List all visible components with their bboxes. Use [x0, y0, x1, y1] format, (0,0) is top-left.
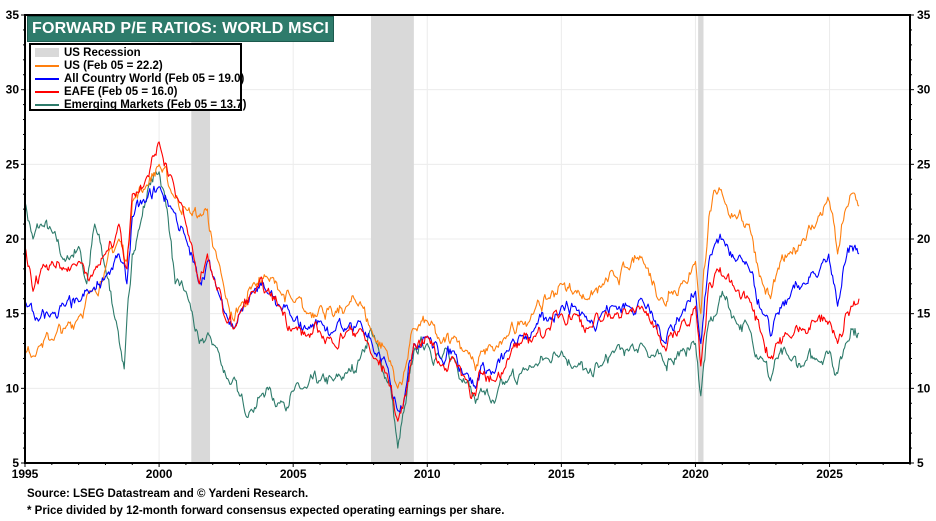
recession-band: [191, 15, 211, 463]
source-note: Source: LSEG Datastream and © Yardeni Re…: [27, 488, 309, 500]
em-line-swatch: [35, 103, 59, 106]
x-tick-label: 2005: [280, 467, 307, 481]
recession-band: [698, 15, 704, 463]
y-tick-label-right: 20: [917, 232, 931, 246]
chart-title: FORWARD P/E RATIOS: WORLD MSCI: [27, 16, 334, 42]
legend-label: Emerging Markets (Feb 05 = 13.7): [64, 98, 247, 111]
x-tick-label: 1995: [12, 467, 39, 481]
y-tick-label-left: 25: [6, 157, 20, 171]
y-tick-label-right: 5: [917, 456, 924, 470]
y-tick-label-left: 20: [6, 232, 20, 246]
legend-label: US (Feb 05 = 22.2): [64, 59, 163, 72]
legend-item-eafe: EAFE (Feb 05 = 16.0): [35, 85, 236, 98]
series-line-us: [24, 163, 860, 389]
y-tick-label-right: 25: [917, 157, 931, 171]
legend: US Recession US (Feb 05 = 22.2) All Coun…: [29, 43, 246, 111]
legend-item-recession: US Recession: [35, 46, 236, 59]
recession-swatch: [35, 48, 59, 57]
us-line-swatch: [35, 64, 59, 67]
y-tick-label-right: 10: [917, 381, 931, 395]
x-tick-label: 2010: [414, 467, 441, 481]
y-tick-label-left: 30: [6, 83, 20, 97]
series-line-all-country-world: [24, 185, 860, 413]
y-tick-label-right: 35: [917, 8, 931, 22]
legend-label: US Recession: [64, 46, 141, 59]
y-axis-left: 5 10 15 20 25 30 35: [6, 8, 25, 470]
y-tick-label-left: 10: [6, 381, 20, 395]
y-tick-label-right: 30: [917, 83, 931, 97]
x-tick-label: 2000: [146, 467, 173, 481]
series-lines: [24, 141, 860, 449]
acwi-line-swatch: [35, 77, 59, 80]
legend-item-acwi: All Country World (Feb 05 = 19.0): [35, 72, 244, 85]
y-tick-label-left: 35: [6, 8, 20, 22]
legend-item-em: Emerging Markets (Feb 05 = 13.7): [35, 98, 246, 111]
y-axis-right: 5 10 15 20 25 30 35: [910, 8, 931, 470]
y-tick-label-left: 5: [12, 456, 19, 470]
eafe-line-swatch: [35, 90, 59, 93]
footnote: * Price divided by 12-month forward cons…: [27, 505, 505, 517]
y-tick-label-left: 15: [6, 307, 20, 321]
y-tick-label-right: 15: [917, 307, 931, 321]
legend-label: All Country World (Feb 05 = 19.0): [64, 72, 245, 85]
x-tick-label: 2020: [682, 467, 709, 481]
series-line-eafe: [24, 141, 860, 422]
x-tick-label: 2025: [816, 467, 843, 481]
x-tick-label: 2015: [548, 467, 575, 481]
x-axis: 1995 2000 2005 2010 2015 2020 2025: [12, 463, 911, 481]
series-line-emerging-markets: [24, 171, 860, 449]
legend-label: EAFE (Feb 05 = 16.0): [64, 85, 178, 98]
legend-item-us: US (Feb 05 = 22.2): [35, 59, 236, 72]
